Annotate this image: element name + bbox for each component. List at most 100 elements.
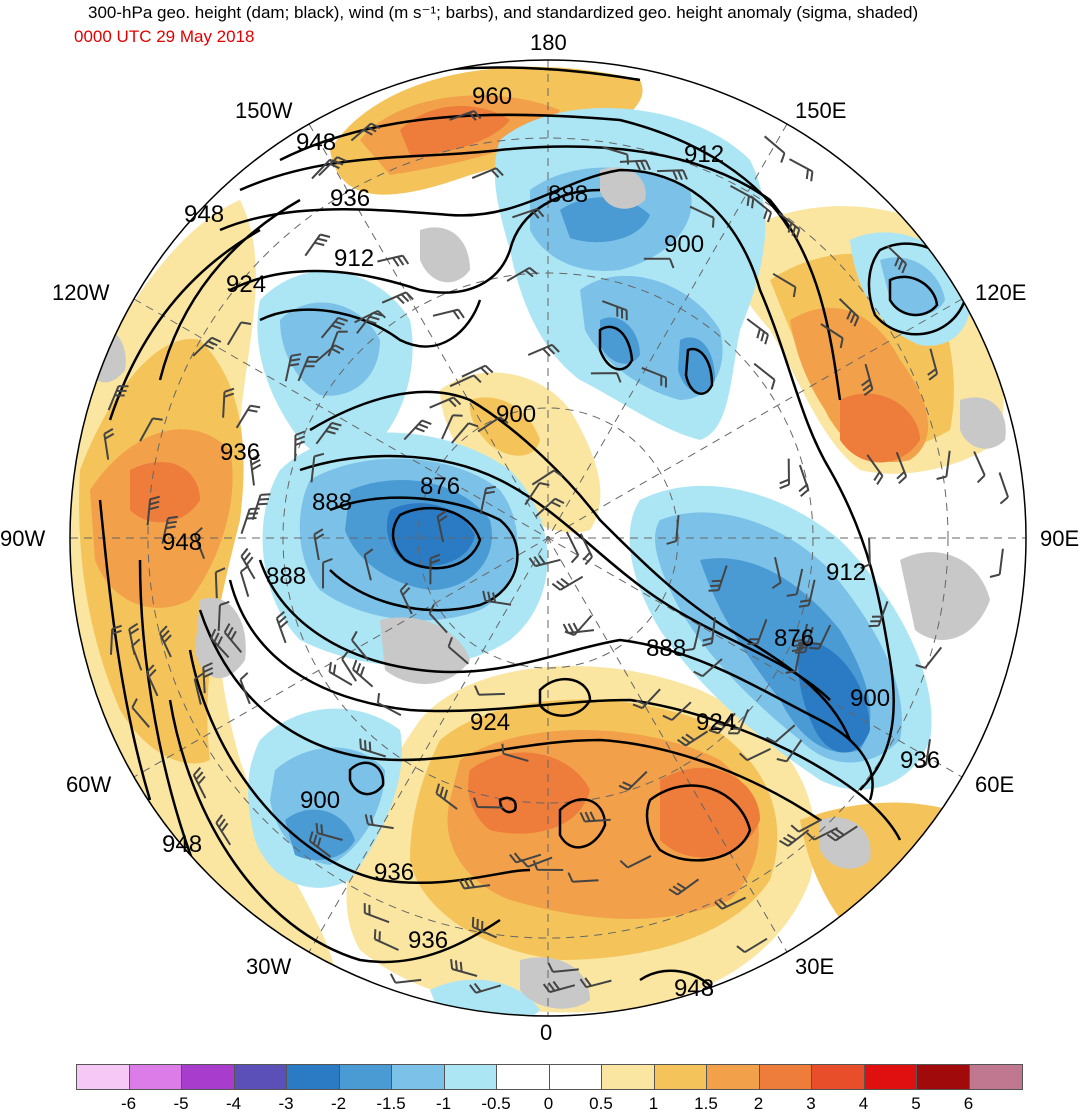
wind-barb: [739, 747, 771, 762]
wind-barb: [579, 533, 593, 566]
contour-label: 936: [900, 747, 940, 774]
colorbar-tick-label: 2: [753, 1094, 764, 1113]
contour-label: 888: [266, 563, 306, 590]
colorbar-tick-label: 4: [858, 1094, 869, 1113]
contour-label: 900: [850, 685, 890, 712]
wind-barb: [284, 353, 302, 382]
wind-barb: [506, 266, 538, 282]
wind-barb: [351, 630, 370, 661]
wind-barb: [806, 827, 838, 841]
contour-label: 876: [420, 473, 460, 500]
wind-barb: [551, 575, 584, 591]
contour-label: 948: [162, 831, 202, 858]
colorbar-tick-label: 6: [963, 1094, 974, 1113]
wind-barb: [753, 362, 776, 390]
wind-barb: [567, 872, 599, 883]
colorbar-swatch: [129, 1065, 182, 1089]
wind-barb: [666, 515, 680, 545]
wind-barb: [356, 311, 383, 334]
lon-label-180: 180: [530, 30, 567, 55]
wind-barb: [304, 233, 331, 257]
wind-barb: [477, 416, 509, 433]
wind-barb: [916, 739, 931, 769]
wind-barb: [473, 797, 504, 809]
wind-barb: [202, 662, 214, 694]
colorbar-swatch: [234, 1065, 287, 1089]
wind-barb: [590, 372, 622, 383]
polar-map: 180 150E 120E 90E 60E 30E 0 30W 60W 90W …: [0, 30, 1079, 1045]
contour-label: 900: [300, 787, 340, 814]
wind-barb: [158, 625, 172, 658]
wind-barb: [436, 510, 448, 543]
contour-label: 912: [684, 141, 724, 168]
colorbar-swatch: [444, 1065, 497, 1089]
contour-label: 900: [496, 401, 536, 428]
wind-barb: [222, 387, 235, 418]
wind-barb: [447, 636, 469, 665]
wind-barb: [451, 422, 479, 444]
contour-label: 924: [226, 271, 266, 298]
wind-barb: [249, 454, 262, 486]
wind-barb: [449, 374, 482, 388]
contour-label: 948: [184, 201, 224, 228]
wind-barb: [632, 688, 661, 710]
wind-barb: [389, 973, 422, 984]
wind-barb: [235, 404, 261, 429]
wind-barb: [973, 451, 986, 484]
lon-label-30e: 30E: [795, 954, 834, 979]
wind-barb: [359, 738, 387, 758]
wind-barb: [535, 497, 565, 518]
wind-barb: [524, 482, 550, 506]
wind-barb: [469, 982, 502, 994]
lon-label-150e: 150E: [795, 98, 846, 123]
wind-barb: [509, 852, 542, 864]
wind-barb: [318, 156, 347, 177]
contour-label: 924: [696, 709, 736, 736]
wind-barb: [275, 610, 289, 644]
wind-barb: [798, 464, 810, 497]
wind-barb: [139, 417, 163, 442]
wind-barb: [677, 730, 709, 747]
wind-barb: [708, 565, 728, 592]
wind-barbs: [103, 110, 1009, 994]
colorbar-tick-label: -3: [278, 1094, 294, 1113]
wind-barb: [579, 977, 612, 989]
wind-barb: [461, 364, 494, 378]
colorbar-tick-label: 0: [543, 1094, 554, 1113]
wind-barb: [619, 159, 651, 171]
wind-barb: [998, 472, 1009, 505]
wind-barb: [542, 980, 576, 994]
wind-barb: [838, 298, 860, 327]
wind-barb: [327, 330, 348, 357]
wind-barb: [145, 664, 159, 697]
wind-barb: [866, 454, 884, 485]
wind-barb: [294, 430, 306, 462]
wind-barb: [927, 348, 939, 381]
lon-label-90w: 90W: [0, 526, 45, 551]
wind-barb: [215, 814, 232, 846]
contour-label: 936: [374, 859, 414, 886]
wind-barb: [562, 622, 595, 634]
negative-anomaly-areas: [248, 107, 971, 1016]
wind-barb: [350, 122, 381, 142]
wind-barb: [161, 515, 178, 544]
wind-barb: [989, 548, 1004, 578]
wind-barb: [547, 962, 579, 973]
wind-barb: [528, 554, 561, 568]
contour-label: 900: [664, 231, 704, 258]
wind-barb: [473, 685, 505, 696]
contour-label: 936: [330, 185, 370, 212]
wind-barb: [765, 724, 796, 744]
wind-barb: [363, 548, 374, 581]
wind-barb: [450, 958, 478, 977]
colorbar-swatch: [549, 1065, 602, 1089]
wind-barb: [662, 701, 692, 721]
wind-barb: [432, 308, 465, 320]
colorbar-tick-label: 5: [911, 1094, 921, 1113]
wind-barb: [251, 493, 271, 521]
wind-barb: [131, 638, 143, 671]
wind-barb: [376, 692, 402, 717]
wind-barb: [341, 650, 357, 682]
colorbar: [76, 1064, 1023, 1090]
colorbar-swatch: [602, 1065, 655, 1089]
